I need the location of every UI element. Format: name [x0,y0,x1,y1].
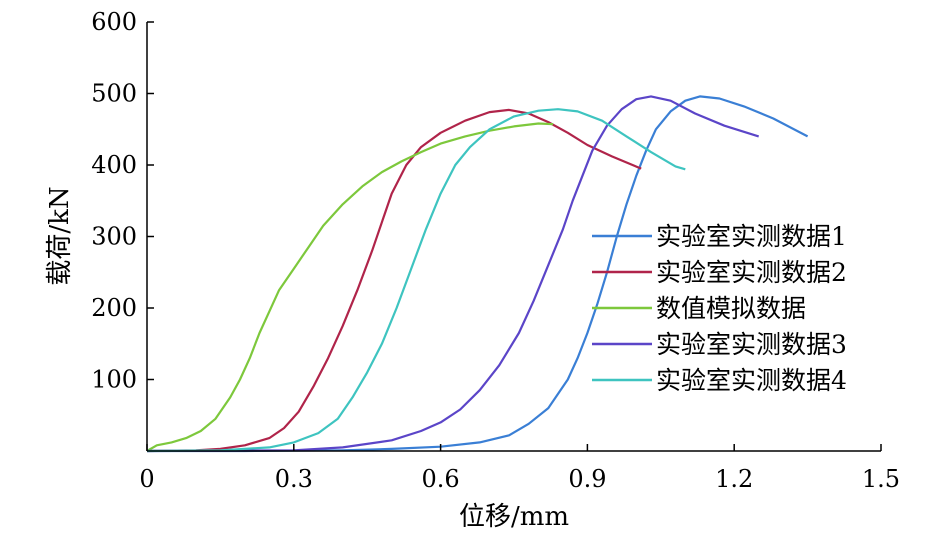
y-tick-label: 600 [91,8,137,36]
legend-label-4: 实验室实测数据3 [656,330,847,359]
series-line-4 [146,95,760,453]
x-tick-label: 1.2 [715,465,753,493]
series-line-2 [146,108,642,453]
legend-label-3: 数值模拟数据 [656,294,806,323]
y-tick-label: 100 [91,366,137,394]
axes-layer: 0 0.3 0.6 0.9 1.2 1.5 100 200 300 400 500 600 [91,8,900,493]
y-tick-label: 300 [91,223,137,251]
y-axis-label: 载荷/kN [45,186,75,285]
series-layer [146,95,809,453]
y-tick-label: 200 [91,294,137,322]
x-axis-label: 位移/mm [459,502,569,530]
y-tick-label: 500 [91,80,137,108]
x-tick-label: 1.5 [862,465,900,493]
x-tick-label: 0.3 [275,465,313,493]
series-line-5 [146,108,686,453]
x-tick-label: 0.6 [422,465,460,493]
y-tick-label: 400 [91,151,137,179]
x-tick-label: 0 [139,465,154,493]
legend-label-5: 实验室实测数据4 [656,366,847,395]
x-tick-label: 0.9 [568,465,606,493]
legend-label-1: 实验室实测数据1 [656,222,847,251]
legend-label-2: 实验室实测数据2 [656,258,847,287]
series-line-1 [147,95,809,453]
series-line-3 [146,122,554,452]
